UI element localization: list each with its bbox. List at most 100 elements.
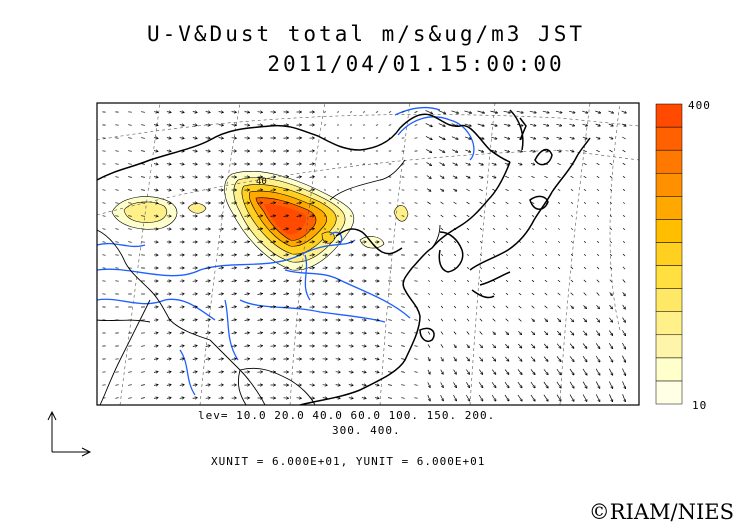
wind-arrow: [179, 190, 184, 191]
wind-arrow: [622, 149, 626, 153]
wind-arrow: [622, 304, 626, 309]
wind-arrow: [102, 202, 106, 204]
wind-arrow: [309, 385, 315, 386]
wind-arrow: [283, 268, 289, 269]
wind-arrow: [570, 228, 574, 230]
wind-arrow: [192, 320, 197, 321]
wind-arrow: [464, 123, 472, 126]
wind-arrow: [556, 394, 561, 402]
wind-arrow: [622, 228, 626, 230]
wind-arrow: [427, 214, 431, 218]
wind-arrow: [595, 110, 600, 113]
wind-arrow: [503, 110, 511, 113]
wind-arrow: [609, 215, 613, 217]
wind-arrow: [479, 201, 483, 205]
wind-arrow: [518, 267, 522, 269]
wind-arrow: [296, 203, 302, 204]
wind-arrow: [570, 175, 574, 179]
wind-arrow: [270, 268, 276, 269]
wind-arrow: [478, 162, 484, 165]
wind-arrow: [218, 151, 224, 152]
wind-arrow: [283, 307, 289, 308]
wind-arrow: [102, 176, 106, 178]
wind-arrow: [128, 137, 132, 139]
colorbar-swatch: [655, 334, 683, 359]
wind-arrow: [349, 111, 353, 113]
wind-arrow: [128, 176, 132, 178]
wind-arrow: [583, 189, 587, 191]
wind-arrow: [440, 331, 444, 335]
wind-arrow: [544, 292, 548, 296]
wind-arrow: [115, 228, 119, 230]
wind-arrow: [218, 359, 224, 360]
wind-arrow: [492, 318, 496, 322]
wind-arrow: [609, 240, 613, 244]
wind-arrow: [439, 149, 445, 153]
wind-arrow: [244, 242, 250, 243]
wind-arrow: [478, 149, 483, 152]
wind-arrow: [544, 305, 548, 309]
wind-arrow: [491, 149, 496, 152]
wind-arrow: [544, 241, 548, 243]
wind-arrow: [270, 307, 276, 308]
wind-arrow: [270, 333, 276, 334]
wind-arrow: [518, 318, 522, 322]
wind-arrow: [621, 110, 627, 113]
wind-arrow: [414, 202, 418, 204]
wind-arrow: [464, 110, 471, 113]
wind-arrow: [492, 188, 496, 192]
wind-arrow: [570, 241, 574, 243]
wind-arrow: [153, 372, 158, 373]
wind-arrow: [465, 162, 471, 165]
wind-arrow: [622, 330, 625, 335]
wind-arrow: [153, 112, 158, 113]
wind-arrow: [517, 381, 522, 388]
wind-arrow: [438, 110, 445, 114]
colorbar-swatch: [655, 311, 683, 336]
wind-arrow: [609, 304, 613, 309]
wind-arrow: [492, 201, 496, 205]
wind-arrow: [492, 254, 496, 256]
wind-arrow: [115, 241, 119, 243]
wind-arrow: [231, 242, 237, 243]
wind-arrow: [583, 228, 587, 230]
svg-text:40: 40: [256, 177, 267, 187]
colorbar-min-label: 10: [692, 399, 708, 412]
wind-arrow: [518, 254, 522, 256]
wind-arrow: [466, 267, 470, 269]
wind-arrow: [166, 385, 171, 386]
wind-arrow: [622, 355, 625, 363]
wind-arrow: [414, 332, 418, 334]
wind-arrow: [166, 164, 171, 165]
wind-arrow: [531, 267, 535, 269]
wind-arrow: [570, 266, 574, 270]
wind-arrow: [622, 342, 625, 349]
wind-arrow: [518, 175, 522, 179]
wind-arrow: [543, 343, 548, 348]
wind-arrow: [453, 292, 457, 296]
wind-arrow: [335, 242, 341, 243]
wind-arrow: [596, 304, 600, 309]
wind-arrow: [270, 320, 276, 321]
wind-arrow: [466, 188, 470, 192]
wind-arrow: [479, 369, 482, 375]
wind-arrow: [543, 381, 548, 388]
wind-arrow: [582, 394, 587, 402]
wind-arrow: [518, 343, 521, 348]
wind-arrow: [309, 255, 315, 256]
wind-arrow: [166, 151, 171, 152]
wind-arrow: [309, 216, 315, 217]
wind-arrow: [531, 189, 535, 191]
wind-arrow: [141, 111, 145, 113]
wind-arrow: [141, 345, 145, 347]
wind-arrow: [530, 163, 535, 164]
wind-arrow: [192, 125, 197, 126]
wind-arrow: [427, 318, 431, 322]
wind-arrow: [466, 344, 470, 347]
wind-arrow: [231, 372, 237, 373]
wind-arrow: [583, 215, 587, 217]
wind-arrow: [401, 306, 405, 308]
wind-arrow: [115, 189, 119, 191]
wind-arrow: [115, 202, 119, 204]
wind-arrow: [426, 162, 432, 165]
